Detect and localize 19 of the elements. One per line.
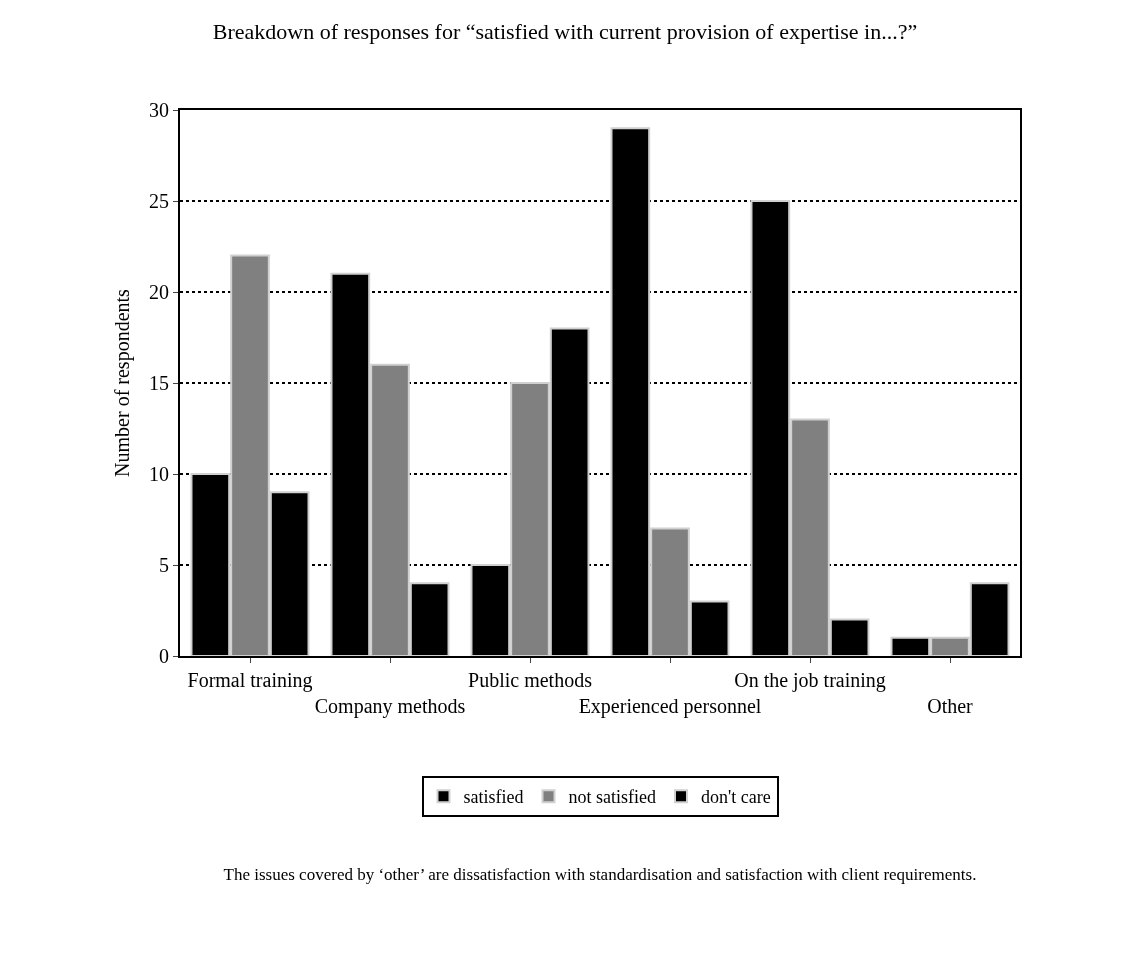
text: The issues covered by ‘other’ are dissatisfaction with standardisation and satisfaction with client requirements. xyxy=(223,865,977,884)
legend-label: not satisfied xyxy=(568,787,656,808)
legend-label: don't care xyxy=(701,787,771,808)
y-tick-label: 5 xyxy=(159,554,169,576)
y-tick-label: 20 xyxy=(149,281,169,303)
x-tick-label: Other xyxy=(927,695,974,717)
y-tick-label: 30 xyxy=(149,99,169,121)
x-tick-label: Experienced personnel xyxy=(578,695,762,718)
y-tick-label: 25 xyxy=(149,190,169,212)
x-tick-label: Formal training xyxy=(187,669,313,692)
y-axis-title: Number of respondents xyxy=(111,288,134,477)
legend-label: satisfied xyxy=(463,787,524,808)
x-tick-label: Company methods xyxy=(314,695,466,718)
x-tick-label: On the job training xyxy=(734,669,886,692)
y-tick-label: 0 xyxy=(159,645,169,667)
x-tick-label: Public methods xyxy=(468,669,593,691)
y-tick-label: 10 xyxy=(149,463,169,485)
y-tick-label: 15 xyxy=(149,372,169,394)
chart-title: Breakdown of responses for “satisfied with current provision of expertise in...?” xyxy=(212,19,918,45)
